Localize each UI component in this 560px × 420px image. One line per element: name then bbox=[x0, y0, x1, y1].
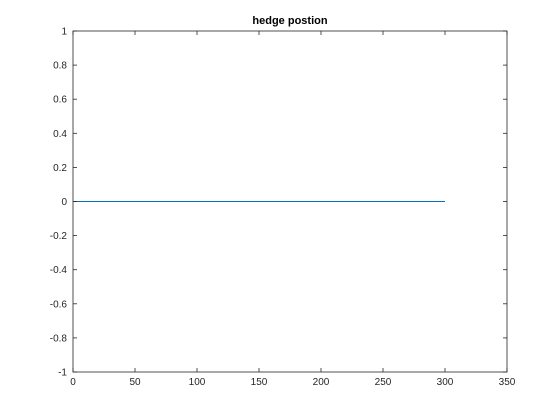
x-tick-label: 250 bbox=[375, 377, 392, 388]
x-tick-label: 300 bbox=[437, 377, 454, 388]
y-tick-label: -0.2 bbox=[50, 231, 68, 242]
y-tick-label: 0.8 bbox=[53, 61, 67, 72]
y-tick-label: 0.4 bbox=[53, 129, 67, 140]
y-tick-label: 0 bbox=[61, 197, 67, 208]
chart-title: hedge postion bbox=[252, 15, 327, 27]
x-tick-label: 350 bbox=[499, 377, 516, 388]
y-tick-label: 0.6 bbox=[53, 95, 67, 106]
x-tick-label: 0 bbox=[70, 377, 76, 388]
y-tick-label: -0.8 bbox=[50, 333, 68, 344]
x-tick-label: 100 bbox=[189, 377, 206, 388]
x-tick-label: 150 bbox=[251, 377, 268, 388]
x-tick-label: 200 bbox=[313, 377, 330, 388]
axes-box bbox=[72, 30, 508, 373]
x-tick-label: 50 bbox=[129, 377, 141, 388]
y-tick-label: -1 bbox=[58, 368, 67, 379]
y-tick-label: 0.2 bbox=[53, 163, 67, 174]
y-tick-label: 1 bbox=[61, 27, 67, 38]
y-tick-label: -0.6 bbox=[50, 299, 68, 310]
y-tick-label: -0.4 bbox=[50, 265, 68, 276]
